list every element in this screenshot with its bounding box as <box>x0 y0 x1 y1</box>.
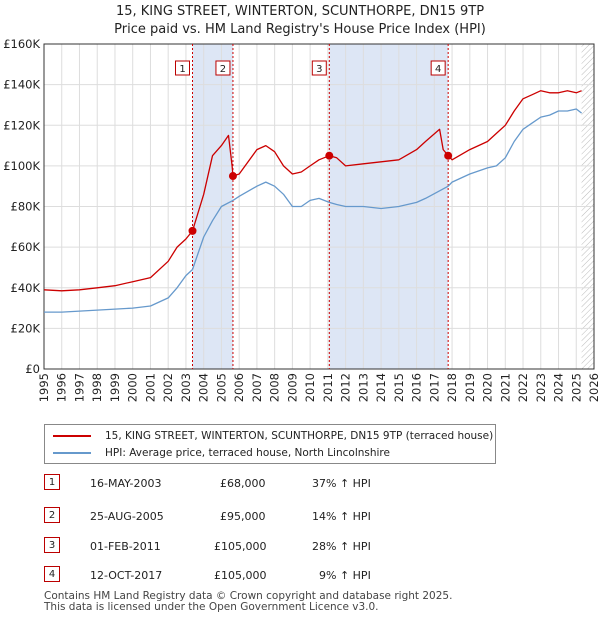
x-tick-label: 2001 <box>143 373 157 402</box>
x-tick-label: 2023 <box>534 373 548 402</box>
legend: 15, KING STREET, WINTERTON, SCUNTHORPE, … <box>44 424 496 464</box>
price-chart: 15, KING STREET, WINTERTON, SCUNTHORPE, … <box>3 4 600 402</box>
legend-item-property: 15, KING STREET, WINTERTON, SCUNTHORPE, … <box>53 428 493 444</box>
x-tick-label: 2010 <box>303 373 317 402</box>
transaction-hpi: 14% ↑ HPI <box>312 510 371 523</box>
transaction-date: 25-AUG-2005 <box>90 510 164 523</box>
transaction-price: £105,000 <box>214 569 267 582</box>
x-tick-label: 2003 <box>179 373 193 402</box>
x-tick-label: 2006 <box>232 373 246 402</box>
sale-point <box>444 151 453 160</box>
sale-label-box <box>215 60 231 76</box>
x-tick-label: 2025 <box>569 373 583 402</box>
x-tick-label: 2017 <box>427 373 441 402</box>
sale-label-box <box>175 60 190 76</box>
y-tick-label: £80K <box>11 200 41 214</box>
transaction-date: 16-MAY-2003 <box>90 477 162 490</box>
x-tick-label: 2013 <box>356 373 370 402</box>
y-tick-label: £60K <box>11 240 41 254</box>
x-tick-label: 2014 <box>374 373 388 402</box>
transaction-price: £105,000 <box>214 540 267 553</box>
legend-label-property: 15, KING STREET, WINTERTON, SCUNTHORPE, … <box>105 430 494 442</box>
plot-frame <box>43 43 595 370</box>
chart-subtitle: Price paid vs. HM Land Registry's House … <box>114 22 486 37</box>
x-tick-label: 2000 <box>126 373 140 402</box>
transaction-row: 2 25-AUG-2005 £95,000 14% ↑ HPI <box>44 507 464 527</box>
transaction-hpi: 37% ↑ HPI <box>312 477 371 490</box>
sale-label: 1 <box>179 64 185 75</box>
transaction-marker: 1 <box>44 474 60 490</box>
transaction-row: 3 01-FEB-2011 £105,000 28% ↑ HPI <box>44 537 464 557</box>
x-tick-label: 2009 <box>285 373 299 402</box>
y-tick-label: £20K <box>11 321 41 335</box>
legend-line-hpi <box>53 452 91 454</box>
x-tick-label: 1999 <box>108 373 122 402</box>
x-tick-label: 2020 <box>481 373 495 402</box>
sale-label: 2 <box>220 64 226 75</box>
transaction-hpi: 28% ↑ HPI <box>312 540 371 553</box>
transaction-date: 12-OCT-2017 <box>90 569 163 582</box>
transaction-marker: 4 <box>44 566 60 582</box>
transaction-row: 1 16-MAY-2003 £68,000 37% ↑ HPI <box>44 474 464 494</box>
legend-item-hpi: HPI: Average price, terraced house, Nort… <box>53 445 390 461</box>
x-tick-label: 2022 <box>516 373 530 402</box>
footer-copyright: Contains HM Land Registry data © Crown c… <box>44 590 453 602</box>
x-tick-label: 2004 <box>197 373 211 402</box>
legend-line-property <box>53 435 91 437</box>
x-tick-label: 1996 <box>55 373 69 402</box>
footer-licence: This data is licensed under the Open Gov… <box>44 601 379 613</box>
x-tick-label: 2007 <box>250 373 264 402</box>
property-price-line <box>43 90 582 292</box>
x-tick-label: 2021 <box>498 373 512 402</box>
y-tick-label: £140K <box>3 78 40 92</box>
x-tick-label: 1995 <box>37 373 51 402</box>
sale-point <box>325 151 334 160</box>
y-tick-label: £160K <box>3 37 40 51</box>
transaction-marker: 2 <box>44 507 60 523</box>
sale-label-box <box>311 60 327 76</box>
x-tick-label: 1998 <box>90 373 104 402</box>
y-tick-label: £40K <box>11 281 41 295</box>
transaction-hpi: 9% ↑ HPI <box>319 569 371 582</box>
x-tick-label: 2019 <box>463 373 477 402</box>
sale-label: 4 <box>435 64 441 75</box>
legend-label-hpi: HPI: Average price, terraced house, Nort… <box>105 447 390 459</box>
transaction-marker: 3 <box>44 537 60 553</box>
x-tick-label: 2024 <box>552 373 566 402</box>
sale-point <box>188 226 197 235</box>
y-tick-label: £120K <box>3 118 40 132</box>
x-tick-label: 2002 <box>161 373 175 402</box>
x-tick-label: 2026 <box>587 373 600 402</box>
sale-point <box>228 172 237 181</box>
transaction-date: 01-FEB-2011 <box>90 540 161 553</box>
x-tick-label: 2012 <box>339 373 353 402</box>
transaction-price: £95,000 <box>220 510 266 523</box>
chart-title: 15, KING STREET, WINTERTON, SCUNTHORPE, … <box>116 4 484 19</box>
x-tick-label: 2011 <box>321 373 335 402</box>
x-tick-label: 1997 <box>72 373 86 402</box>
sale-label-box <box>430 60 446 76</box>
x-tick-label: 2016 <box>410 373 424 402</box>
x-tick-label: 2008 <box>268 373 282 402</box>
transaction-price: £68,000 <box>220 477 266 490</box>
hpi-line <box>44 108 582 313</box>
x-tick-label: 2015 <box>392 373 406 402</box>
transaction-row: 4 12-OCT-2017 £105,000 9% ↑ HPI <box>44 566 464 586</box>
x-tick-label: 2018 <box>445 373 459 402</box>
y-tick-label: £100K <box>3 159 40 173</box>
x-tick-label: 2005 <box>214 373 228 402</box>
y-tick-label: £0 <box>25 362 40 376</box>
sale-label: 3 <box>316 64 322 75</box>
